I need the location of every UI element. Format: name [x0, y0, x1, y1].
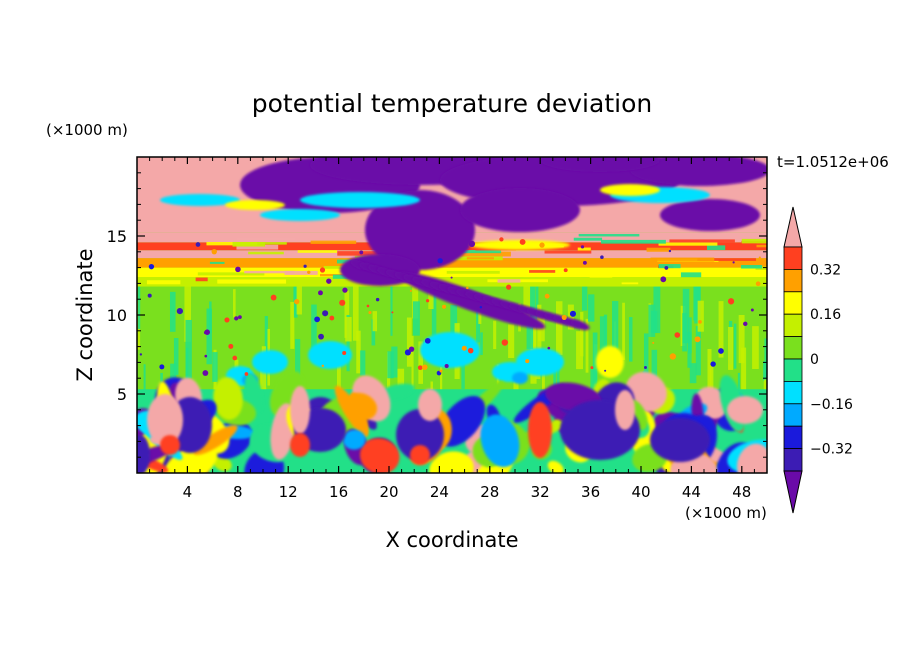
y-axis-unit: (×1000 m)	[46, 121, 128, 139]
x-tick-label: 32	[531, 483, 550, 501]
x-tick-label: 12	[279, 483, 298, 501]
colorbar: 0.32 0.16 0 −0.16 −0.32	[783, 206, 853, 514]
chart-title: potential temperature deviation	[252, 89, 652, 118]
colorbar-level	[783, 268, 803, 293]
y-axis-label: Z coordinate	[73, 248, 97, 381]
x-tick-label: 48	[732, 483, 751, 501]
x-axis-ticks: 4 8 12 16 20 24 28 32 36 40 44 48	[149, 157, 755, 501]
colorbar-level	[783, 448, 803, 472]
colorbar-tick-label: 0.32	[810, 262, 841, 278]
colorbar-extend-bottom	[783, 470, 803, 514]
colorbar-level	[783, 403, 803, 427]
colorbar-tick-label: 0	[810, 352, 819, 368]
x-tick-label: 20	[379, 483, 398, 501]
colorbar-tick-label: −0.32	[810, 442, 853, 458]
colorbar-level	[783, 313, 803, 338]
x-tick-label: 28	[480, 483, 499, 501]
y-tick-label: 15	[107, 227, 127, 246]
plot-area	[137, 157, 767, 473]
time-label: t=1.0512e+06	[777, 153, 889, 171]
colorbar-tick-label: −0.16	[810, 397, 853, 413]
y-tick-label: 10	[107, 306, 127, 325]
y-tick-label: 5	[117, 385, 127, 404]
x-tick-label: 4	[183, 483, 193, 501]
x-tick-label: 36	[581, 483, 600, 501]
colorbar-level	[783, 246, 803, 270]
x-axis-label: X coordinate	[385, 528, 518, 552]
colorbar-level	[783, 336, 803, 360]
colorbar-tick-label: 0.16	[810, 307, 841, 323]
colorbar-level	[783, 358, 803, 382]
x-tick-label: 40	[631, 483, 650, 501]
x-axis-unit: (×1000 m)	[685, 504, 767, 522]
colorbar-level	[783, 380, 803, 405]
colorbar-level	[783, 291, 803, 315]
colorbar-extend-top	[783, 206, 803, 248]
x-tick-label: 8	[233, 483, 243, 501]
x-tick-label: 24	[430, 483, 449, 501]
colorbar-level	[783, 425, 803, 450]
contour-field	[137, 157, 767, 473]
x-tick-label: 16	[329, 483, 348, 501]
x-tick-label: 44	[682, 483, 701, 501]
y-axis-ticks: 5 10 15	[107, 172, 767, 458]
